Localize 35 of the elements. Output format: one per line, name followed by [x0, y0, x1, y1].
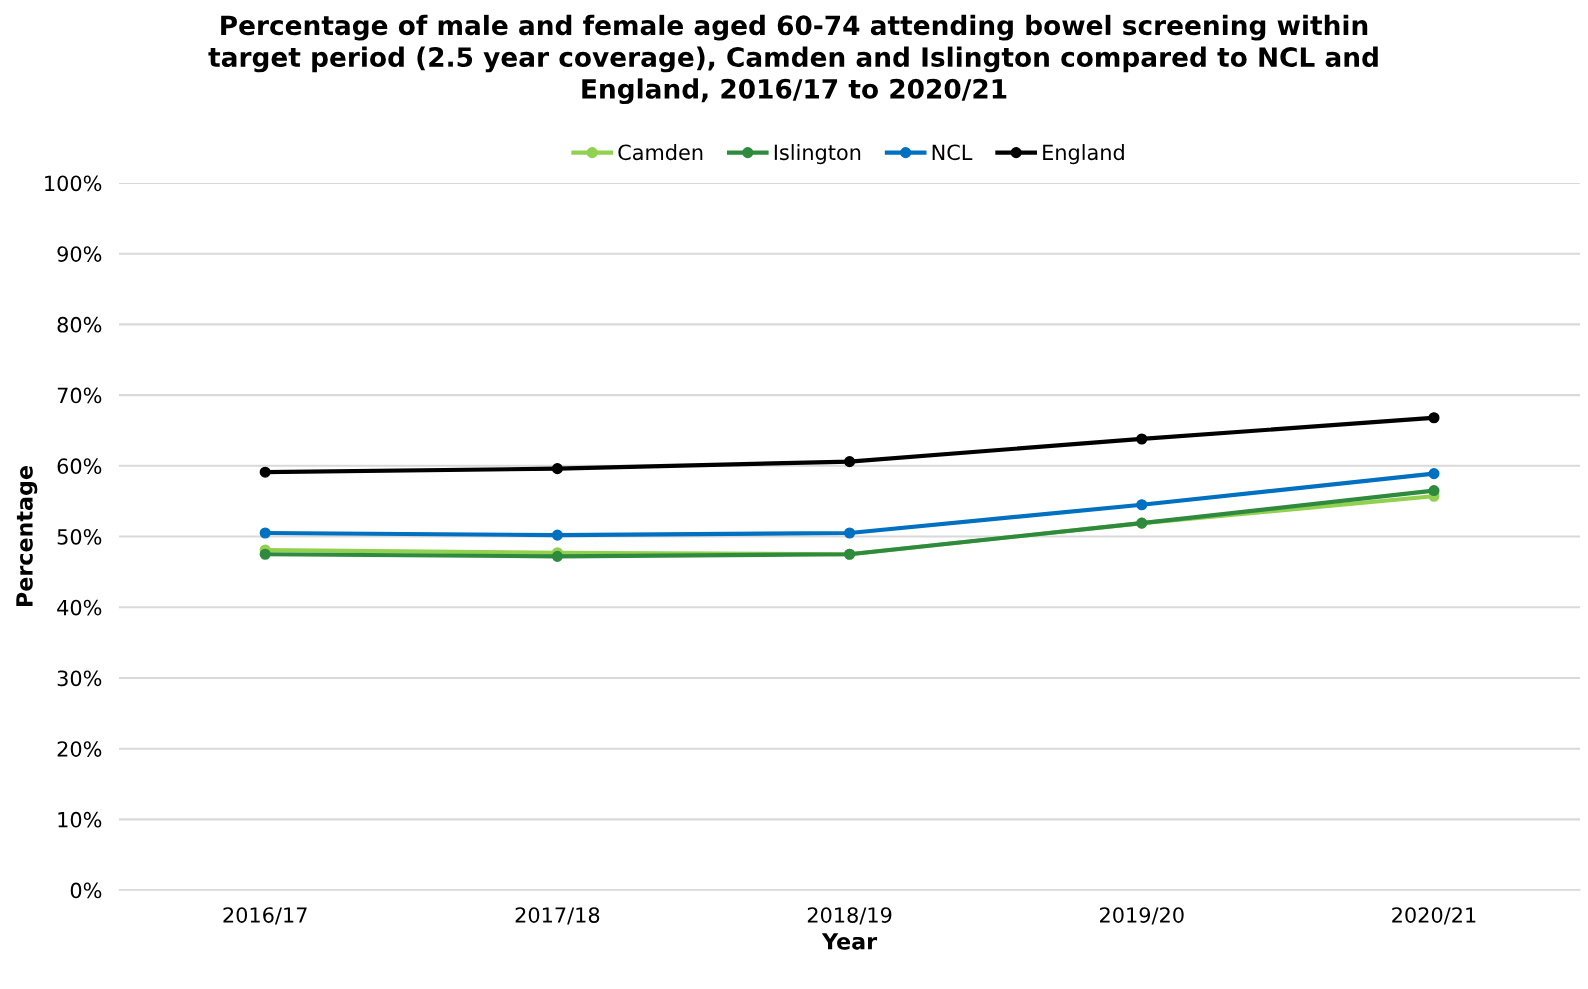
- point: [551, 529, 563, 541]
- y-tick-label: 90%: [57, 246, 102, 262]
- x-tick-label: 2016/17: [223, 907, 307, 925]
- point: [259, 548, 271, 560]
- point: [1136, 433, 1148, 445]
- y-tick-label: 30%: [57, 670, 102, 687]
- legend-label: NCL: [932, 144, 973, 161]
- y-tick-label: 60%: [57, 458, 102, 475]
- point: [1428, 468, 1440, 480]
- point: [1428, 485, 1440, 497]
- x-tick-label: 2018/19: [807, 907, 892, 925]
- x-tick-label: 2019/20: [1100, 907, 1184, 925]
- y-tick-label: 70%: [57, 387, 102, 404]
- legend-label: England: [1043, 144, 1124, 165]
- legend-label: Islington: [774, 144, 861, 165]
- point: [1428, 412, 1440, 424]
- x-tick-label: 2020/21: [1392, 907, 1476, 925]
- point: [259, 527, 271, 539]
- y-tick-label: 50%: [57, 528, 102, 545]
- y-tick-label: 10%: [58, 811, 102, 828]
- y-tick-label: 80%: [57, 316, 102, 333]
- x-tick-label: 2017/18: [515, 907, 600, 925]
- chart-title: Percentage of male and female aged 60-74 attending bowel screening within target period (2.5 year coverage), Camden and Islington compared to NCL and England, 2016/17 to 2020/21: [208, 14, 1378, 105]
- point: [844, 527, 856, 539]
- point: [844, 456, 856, 468]
- legend-label: Camden: [618, 144, 703, 161]
- y-tick-label: 0%: [70, 882, 102, 899]
- point: [259, 466, 271, 478]
- x-axis-title: Year: [821, 933, 878, 950]
- y-tick-label: 20%: [57, 741, 102, 757]
- y-axis-title: Percentage: [16, 466, 38, 606]
- point: [551, 463, 563, 475]
- y-tick-label: 100%: [45, 175, 102, 192]
- y-tick-label: 40%: [57, 599, 102, 616]
- point: [1136, 499, 1148, 511]
